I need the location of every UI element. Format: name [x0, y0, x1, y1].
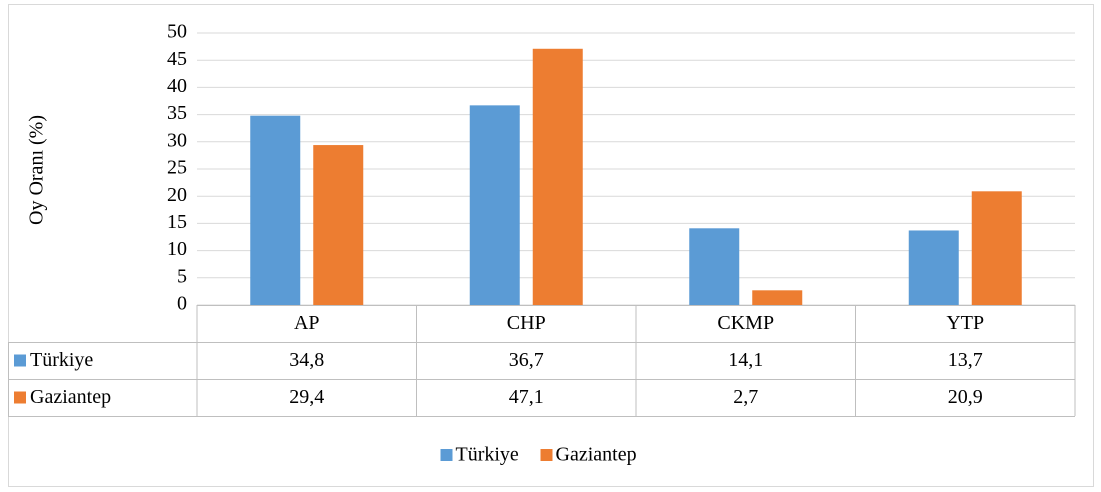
bar: [908, 230, 959, 305]
x-tick-label: YTP: [946, 312, 984, 334]
y-axis-label: Oy Oranı (%): [26, 115, 48, 225]
x-tick-label: AP: [294, 312, 320, 334]
legend-label: Türkiye: [456, 444, 519, 466]
y-tick-label: 15: [167, 211, 187, 233]
legend-swatch: [440, 449, 453, 461]
y-tick-label: 5: [177, 265, 187, 287]
table-value: 20,9: [948, 386, 983, 408]
y-tick-label: 0: [177, 293, 187, 315]
y-tick-label: 25: [167, 157, 187, 179]
table-value: 14,1: [728, 349, 763, 371]
y-tick-label: 10: [167, 238, 187, 260]
x-tick-label: CKMP: [717, 312, 774, 334]
table-value: 2,7: [733, 386, 758, 408]
bar: [971, 191, 1022, 305]
bar: [250, 115, 301, 305]
table-value: 34,8: [289, 349, 324, 371]
x-tick-label: CHP: [507, 312, 546, 334]
y-tick-label: 20: [167, 184, 187, 206]
table-legend-swatch: [14, 391, 26, 404]
table-value: 36,7: [509, 349, 544, 371]
y-tick-label: 45: [167, 48, 187, 70]
table-legend-swatch: [14, 354, 26, 367]
table-series-name: Gaziantep: [30, 386, 111, 408]
table-value: 13,7: [948, 349, 983, 371]
bar: [689, 228, 740, 305]
table-value: 29,4: [289, 386, 324, 408]
bar: [313, 145, 364, 305]
legend-label: Gaziantep: [556, 444, 637, 466]
bar: [532, 48, 583, 305]
table-value: 47,1: [509, 386, 544, 408]
bar: [469, 105, 520, 306]
y-tick-label: 30: [167, 129, 187, 151]
legend-swatch: [540, 449, 553, 461]
y-tick-label: 35: [167, 102, 187, 124]
table-series-name: Türkiye: [30, 349, 93, 371]
y-tick-label: 50: [167, 21, 187, 43]
y-tick-label: 40: [167, 75, 187, 97]
bar: [752, 290, 803, 305]
